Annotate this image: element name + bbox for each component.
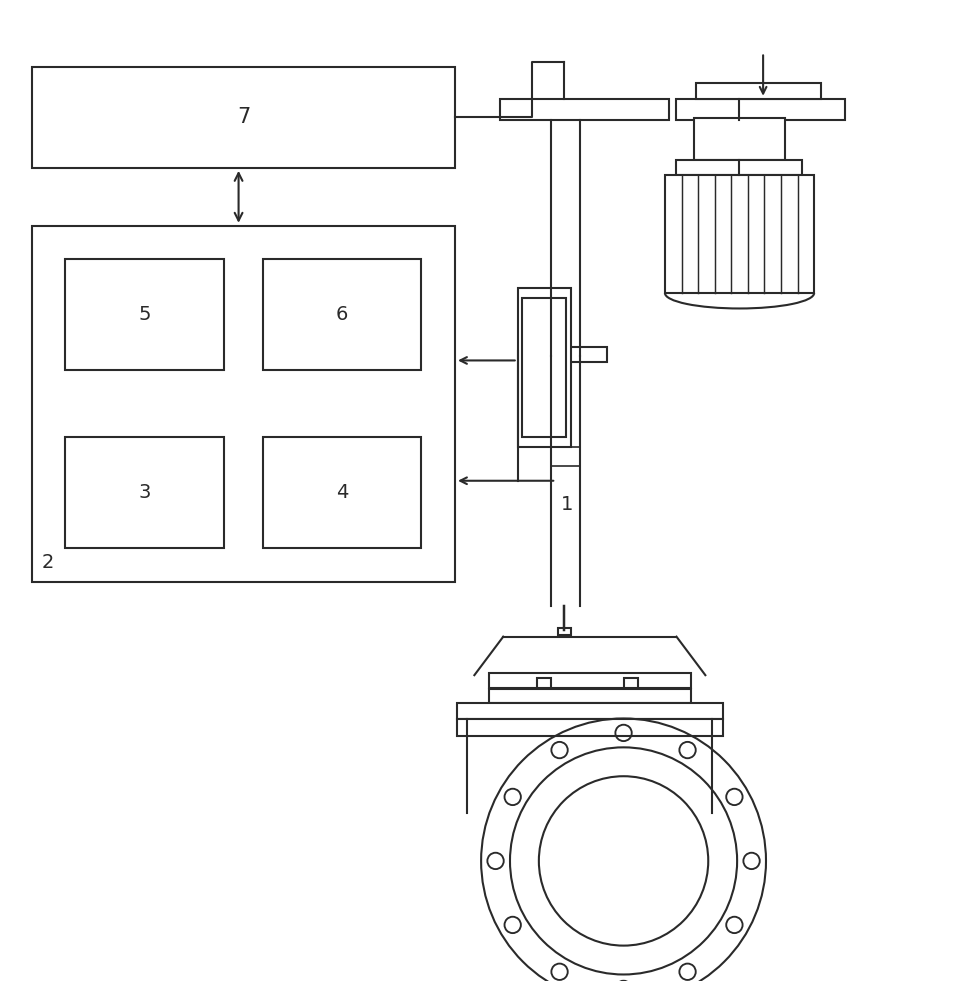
Bar [457,703,723,719]
Text: 7: 7 [237,107,250,127]
Text: 5: 5 [138,305,151,324]
Bar [32,226,455,582]
Bar [500,99,669,120]
Bar [623,678,638,688]
Bar [457,719,723,736]
Bar [65,259,225,370]
Text: 6: 6 [336,305,348,324]
Bar [489,673,691,688]
Bar [526,347,607,362]
Bar [677,99,845,120]
Text: 2: 2 [42,553,53,572]
Bar [489,689,691,703]
Text: 3: 3 [138,483,151,502]
Bar [523,298,566,437]
Bar [262,437,421,548]
Bar [262,259,421,370]
Bar [694,118,785,160]
Text: 1: 1 [561,495,573,514]
Text: 4: 4 [336,483,348,502]
Bar [696,83,821,99]
Bar [677,160,802,175]
Bar [65,437,225,548]
Bar [537,678,552,688]
Bar [518,288,570,447]
Bar [32,67,455,168]
Bar [665,175,814,293]
Bar [559,628,570,635]
